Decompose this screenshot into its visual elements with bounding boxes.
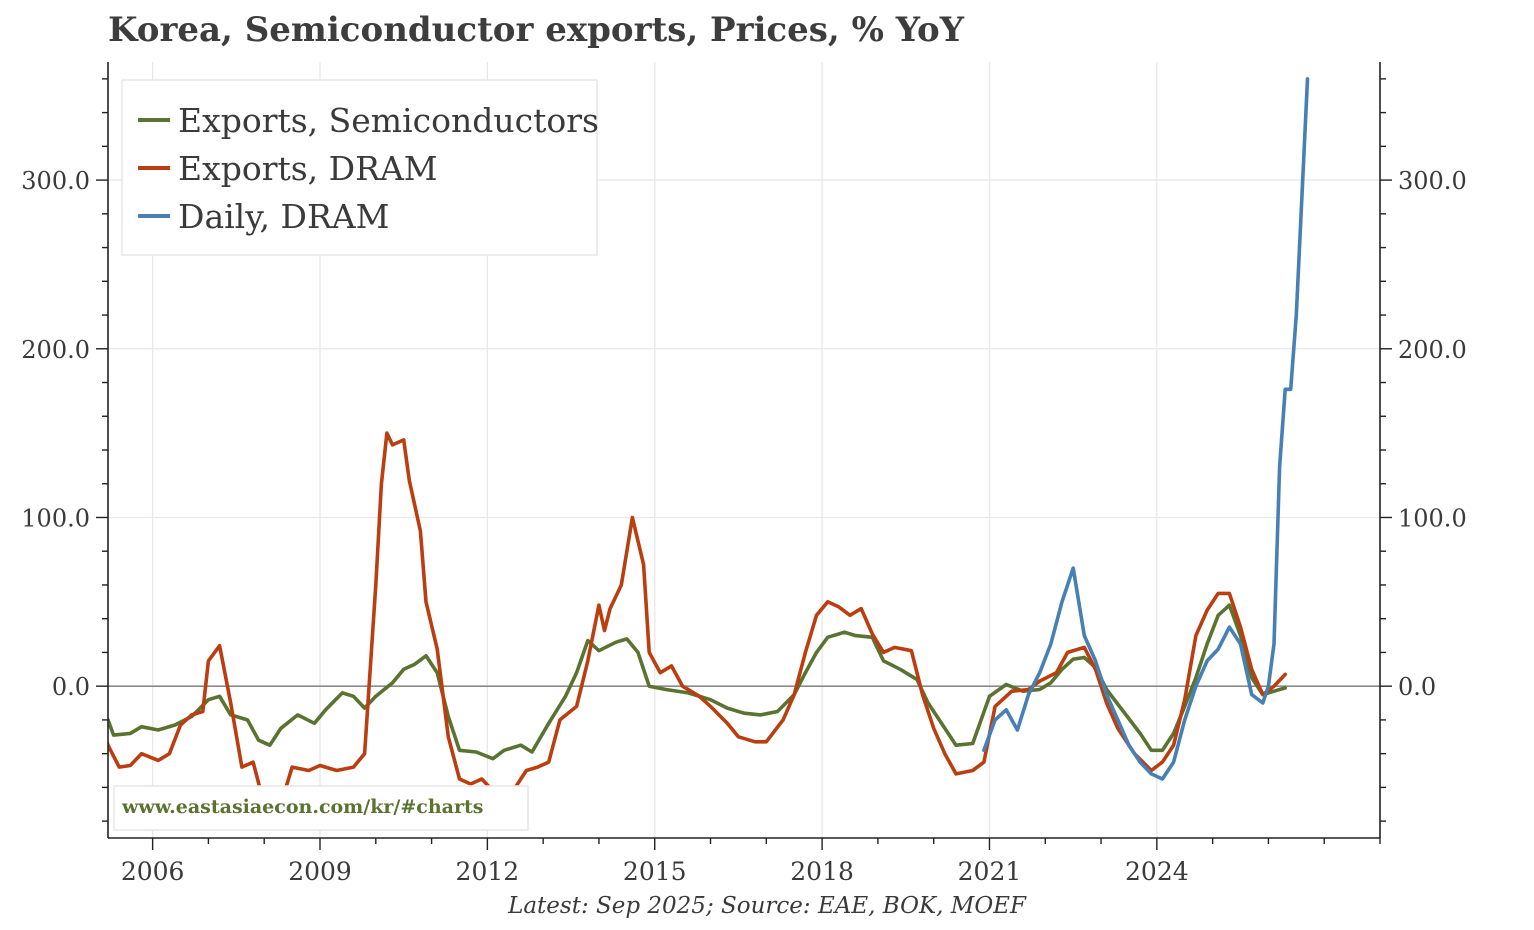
y-tick-label-left: 200.0 (21, 336, 90, 364)
legend-label-0: Exports, Semiconductors (178, 101, 599, 140)
y-tick-label-left: 0.0 (52, 673, 90, 701)
x-tick-label: 2009 (288, 857, 352, 886)
y-tick-label-right: 300.0 (1398, 167, 1467, 195)
chart-title: Korea, Semiconductor exports, Prices, % … (108, 10, 964, 50)
legend-label-2: Daily, DRAM (178, 197, 389, 236)
watermark-box: www.eastasiaecon.com/kr/#charts (113, 785, 529, 831)
legend-label-1: Exports, DRAM (178, 149, 438, 188)
y-tick-label-left: 300.0 (21, 167, 90, 195)
series-line-2 (982, 77, 1310, 781)
x-tick-label: 2012 (456, 857, 520, 886)
y-tick-label-right: 200.0 (1398, 336, 1467, 364)
legend: Exports, Semiconductors Exports, DRAM Dail… (121, 79, 599, 256)
x-tick-label: 2006 (121, 857, 185, 886)
x-tick-label: 2015 (623, 857, 687, 886)
x-tick-label: 2018 (790, 857, 854, 886)
y-tick-label-left: 100.0 (21, 504, 90, 532)
series-line-0 (108, 603, 1287, 761)
legend-box (121, 79, 598, 256)
ticks: 0.0 0.0 100.0 100.0 200.0 200.0 300.0 300.0 2006… (21, 78, 1467, 886)
source-note: Latest: Sep 2025; Source: EAE, BOK, MOEF (508, 893, 1026, 919)
y-tick-label-right: 0.0 (1398, 673, 1436, 701)
watermark-text: www.eastasiaecon.com/kr/#charts (121, 796, 483, 818)
x-tick-label: 2021 (958, 857, 1022, 886)
y-tick-label-right: 100.0 (1398, 504, 1467, 532)
x-tick-label: 2024 (1125, 857, 1189, 886)
series-line-1 (108, 431, 1287, 820)
